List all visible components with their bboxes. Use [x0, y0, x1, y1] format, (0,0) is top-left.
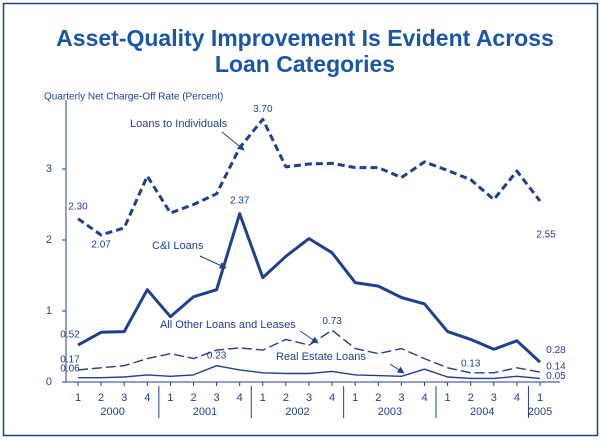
data-label: 3.70: [253, 104, 273, 115]
x-tick-label: 4: [514, 392, 520, 404]
y-axis-label: Quarterly Net Charge-Off Rate (Percent): [44, 92, 223, 103]
x-tick-label: 3: [398, 392, 404, 404]
year-label: 2001: [193, 406, 217, 418]
x-tick-label: 1: [260, 392, 266, 404]
data-label: 0.28: [546, 345, 566, 356]
series-line: [78, 365, 541, 380]
data-label: 0.23: [207, 350, 227, 361]
annotation-arrow: [389, 363, 405, 374]
year-label: 2003: [378, 406, 402, 418]
series-line: [77, 212, 542, 364]
x-tick-label: 2: [283, 392, 289, 404]
data-label: 0.14: [546, 362, 566, 373]
year-label: 2005: [528, 406, 552, 418]
y-tick-label: 0: [46, 376, 52, 388]
data-label: 0.73: [322, 316, 342, 327]
annotation-arrow: [199, 255, 227, 269]
series-line: [77, 329, 541, 374]
x-tick-label: 1: [537, 392, 543, 404]
x-tick-label: 2: [375, 392, 381, 404]
data-label: 2.07: [91, 240, 111, 251]
series-line: [77, 117, 542, 237]
x-tick-label: 4: [421, 392, 427, 404]
y-tick-label: 2: [46, 234, 52, 246]
data-label: 2.37: [230, 195, 250, 206]
x-tick-label: 1: [352, 392, 358, 404]
x-tick-label: 1: [75, 392, 81, 404]
data-label: 0.05: [546, 371, 566, 382]
x-tick-label: 3: [306, 392, 312, 404]
data-label: 2.55: [536, 230, 556, 241]
chart-title: Asset-Quality Improvement Is Evident Acr…: [56, 25, 554, 51]
x-tick-label: 4: [329, 392, 335, 404]
year-label: 2002: [285, 406, 309, 418]
data-label: 0.13: [461, 358, 481, 369]
x-tick-label: 3: [121, 392, 127, 404]
series-label: Loans to Individuals: [130, 118, 228, 130]
data-label: 0.52: [60, 330, 80, 341]
x-tick-label: 3: [214, 392, 220, 404]
y-tick-label: 3: [46, 163, 52, 175]
x-tick-label: 2: [190, 392, 196, 404]
year-label: 2004: [470, 406, 494, 418]
series-label: All Other Loans and Leases: [160, 319, 296, 331]
data-label: 0.06: [60, 363, 80, 374]
chart-title: Loan Categories: [215, 51, 395, 77]
x-tick-label: 2: [468, 392, 474, 404]
year-label: 2000: [100, 406, 124, 418]
data-label: 2.30: [68, 201, 88, 212]
series-label: Real Estate Loans: [276, 351, 366, 363]
x-tick-label: 1: [445, 392, 451, 404]
data-label: 0.17: [60, 355, 80, 366]
y-tick-label: 1: [46, 305, 52, 317]
x-tick-label: 3: [491, 392, 497, 404]
series-label: C&I Loans: [152, 240, 204, 252]
x-tick-label: 4: [237, 392, 243, 404]
x-tick-label: 1: [167, 392, 173, 404]
x-tick-label: 4: [144, 392, 150, 404]
x-tick-label: 2: [98, 392, 104, 404]
